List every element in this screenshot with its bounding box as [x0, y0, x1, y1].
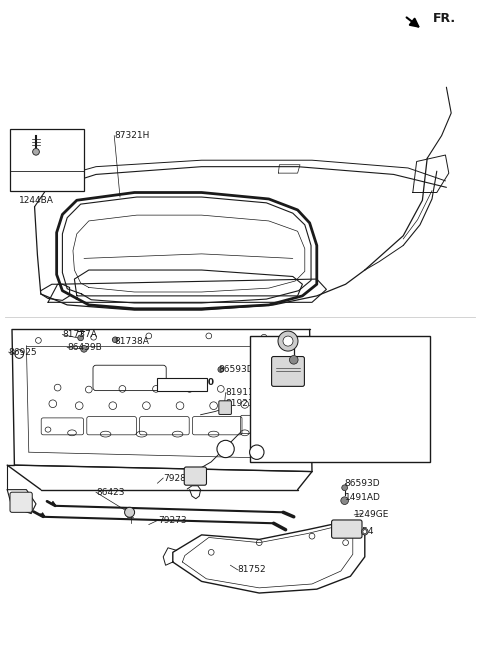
Bar	[10, 129, 84, 191]
Text: 1249GE: 1249GE	[354, 510, 390, 519]
Text: 79283: 79283	[163, 474, 192, 483]
Text: FR.: FR.	[433, 12, 456, 25]
Circle shape	[33, 149, 39, 155]
FancyBboxPatch shape	[184, 467, 206, 485]
Circle shape	[283, 336, 293, 346]
Text: 87321H: 87321H	[114, 131, 150, 140]
FancyBboxPatch shape	[157, 378, 207, 391]
Text: 86925: 86925	[9, 348, 37, 357]
FancyBboxPatch shape	[272, 357, 304, 386]
Text: 81752: 81752	[238, 565, 266, 574]
FancyBboxPatch shape	[10, 492, 32, 512]
Circle shape	[112, 337, 118, 342]
Circle shape	[78, 335, 84, 340]
Circle shape	[125, 507, 134, 517]
Text: 81738A: 81738A	[114, 337, 149, 346]
Circle shape	[250, 445, 264, 459]
Text: 86593D: 86593D	[345, 479, 380, 488]
Circle shape	[217, 441, 234, 457]
Text: 79273: 79273	[158, 516, 187, 525]
Text: 81911A: 81911A	[226, 388, 261, 397]
Text: a: a	[222, 444, 229, 454]
Circle shape	[218, 367, 224, 372]
Circle shape	[289, 355, 298, 364]
Text: 1244BA: 1244BA	[19, 176, 54, 185]
Text: REF.60-690: REF.60-690	[158, 378, 215, 387]
Text: 1244BA: 1244BA	[19, 196, 54, 205]
Text: 81737A: 81737A	[62, 330, 97, 339]
FancyBboxPatch shape	[219, 401, 231, 415]
Text: a: a	[254, 448, 260, 457]
Text: 86593D: 86593D	[218, 365, 254, 374]
Text: 81254: 81254	[346, 526, 374, 536]
Circle shape	[81, 346, 87, 352]
Circle shape	[278, 331, 298, 351]
Circle shape	[361, 528, 368, 535]
Text: 81921: 81921	[226, 399, 254, 408]
Circle shape	[342, 485, 348, 490]
Text: 86423: 86423	[96, 488, 124, 497]
Bar	[250, 336, 430, 462]
Circle shape	[363, 530, 367, 534]
Text: 81230: 81230	[306, 395, 335, 404]
FancyBboxPatch shape	[332, 520, 362, 538]
Text: 1125DA: 1125DA	[300, 356, 336, 365]
Text: 86439B: 86439B	[67, 343, 102, 352]
Text: 1491AD: 1491AD	[345, 493, 381, 502]
Text: 81210B: 81210B	[303, 341, 338, 350]
Text: 1125DA: 1125DA	[310, 377, 345, 386]
Circle shape	[341, 497, 348, 505]
